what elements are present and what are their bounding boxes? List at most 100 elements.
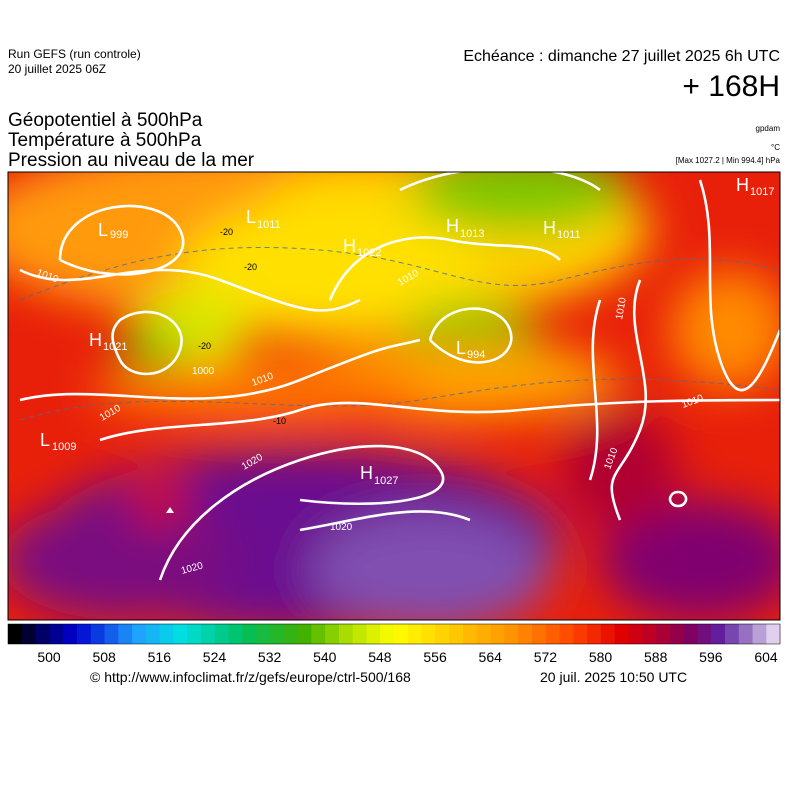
- colorbar: 500 508 516 524 532 540 548 556 564 572 580 588 596 6…: [7, 623, 781, 665]
- colorbar-swatch: [132, 624, 147, 644]
- colorbar-swatch: [656, 624, 671, 644]
- colorbar-swatch: [766, 624, 781, 644]
- colorbar-swatch: [35, 624, 50, 644]
- colorbar-tick-label: 564: [479, 649, 503, 665]
- colorbar-swatch: [366, 624, 381, 644]
- colorbar-tick-label: 540: [313, 649, 337, 665]
- isobar-label: 1000: [192, 366, 215, 377]
- colorbar-tick-label: 572: [534, 649, 558, 665]
- colorbar-swatch: [490, 624, 505, 644]
- colorbar-swatch: [8, 624, 23, 644]
- colorbar-swatch: [725, 624, 740, 644]
- colorbar-swatch: [669, 624, 685, 644]
- temp-label: -10: [273, 416, 286, 426]
- colorbar-swatch: [587, 624, 602, 644]
- colorbar-swatch: [752, 624, 767, 644]
- center-letter: L: [246, 207, 256, 227]
- colorbar-swatch: [531, 624, 547, 644]
- center-letter: H: [89, 330, 102, 350]
- isobar-label: 1010: [614, 296, 629, 320]
- colorbar-swatch: [380, 624, 395, 644]
- colorbar-tick-label: 580: [589, 649, 613, 665]
- center-value: 1027: [374, 475, 398, 487]
- colorbar-swatch: [63, 624, 78, 644]
- colorbar-swatch: [573, 624, 588, 644]
- center-letter: L: [98, 220, 108, 240]
- isobar-label: 1020: [330, 522, 353, 533]
- center-letter: H: [543, 218, 556, 238]
- center-value: 999: [110, 229, 128, 241]
- center-letter: H: [446, 216, 459, 236]
- center-value: 1009: [52, 441, 76, 453]
- colorbar-swatch: [545, 624, 561, 644]
- source-link: © http://www.infoclimat.fr/z/gefs/europe…: [90, 669, 411, 685]
- center-value: 1013: [460, 228, 484, 240]
- colorbar-swatch: [628, 624, 643, 644]
- colorbar-swatch: [173, 624, 188, 644]
- temp-label: -20: [220, 227, 233, 237]
- colorbar-swatch: [711, 624, 726, 644]
- colorbar-swatch: [407, 624, 423, 644]
- colorbar-swatch: [145, 624, 161, 644]
- temp-label: -20: [198, 341, 211, 351]
- run-date: 20 juillet 2025 06Z: [8, 62, 106, 76]
- valid-time: Echéance : dimanche 27 juillet 2025 6h U…: [463, 48, 780, 65]
- center-value: 1011: [557, 229, 581, 241]
- colorbar-tick-label: 508: [92, 649, 116, 665]
- colorbar-swatch: [214, 624, 230, 644]
- colorbar-swatch: [311, 624, 326, 644]
- colorbar-swatch: [104, 624, 119, 644]
- temperature-labels: -20 -20 -20 -10: [198, 227, 286, 426]
- colorbar-tick-label: 500: [37, 649, 61, 665]
- colorbar-swatch: [697, 624, 712, 644]
- colorbar-swatch: [159, 624, 174, 644]
- colorbar-tick-label: 532: [258, 649, 282, 665]
- colorbar-swatch: [21, 624, 37, 644]
- colorbar-swatch: [683, 624, 698, 644]
- colorbar-swatch: [476, 624, 492, 644]
- colorbar-swatch: [256, 624, 271, 644]
- colorbar-tick-label: 516: [148, 649, 172, 665]
- title: Pression au niveau de la mer: [8, 150, 255, 171]
- colorbar-swatch: [614, 624, 629, 644]
- colorbar-tick-label: 524: [203, 649, 227, 665]
- center-letter: H: [736, 175, 749, 195]
- colorbar-frame: [7, 623, 781, 645]
- colorbar-swatch: [421, 624, 436, 644]
- colorbar-swatch: [738, 624, 754, 644]
- colorbar-swatch: [325, 624, 340, 644]
- colorbar-swatch: [449, 624, 464, 644]
- colorbar-swatch: [201, 624, 216, 644]
- colorbar-swatch: [283, 624, 299, 644]
- issued-time: 20 juil. 2025 10:50 UTC: [540, 669, 687, 685]
- colorbar-swatch: [76, 624, 92, 644]
- center-letter: L: [40, 430, 50, 450]
- center-letter: H: [360, 463, 373, 483]
- colorbar-swatch: [242, 624, 257, 644]
- colorbar-swatch: [90, 624, 106, 644]
- colorbar-swatch: [338, 624, 354, 644]
- center-value: 1022: [357, 247, 381, 259]
- title: Géopotentiel à 500hPa: [8, 110, 203, 131]
- center-letter: H: [343, 236, 356, 256]
- pressure-centers: L 999 L 1011 H 1022 H 1013 H 1011 H 1017 H 1021…: [40, 175, 774, 487]
- center-value: 994: [467, 349, 485, 361]
- colorbar-swatch: [504, 624, 519, 644]
- colorbar-swatch: [435, 624, 450, 644]
- lead-time: + 168H: [682, 70, 780, 103]
- colorbar-swatch: [642, 624, 657, 644]
- colorbar-tick-label: 588: [644, 649, 668, 665]
- unit: [Max 1027.2 | Min 994.4] hPa: [676, 156, 781, 165]
- colorbar-tick-label: 556: [423, 649, 447, 665]
- map: [8, 172, 780, 620]
- colorbar-tick-label: 548: [368, 649, 392, 665]
- colorbar-swatch: [118, 624, 133, 644]
- colorbar-swatch: [297, 624, 312, 644]
- center-letter: L: [456, 338, 466, 358]
- colorbar-tick-label: 596: [699, 649, 723, 665]
- run-label: Run GEFS (run controle): [8, 47, 141, 61]
- center-value: 1017: [750, 186, 774, 198]
- unit: gpdam: [756, 124, 781, 133]
- temp-label: -20: [244, 262, 257, 272]
